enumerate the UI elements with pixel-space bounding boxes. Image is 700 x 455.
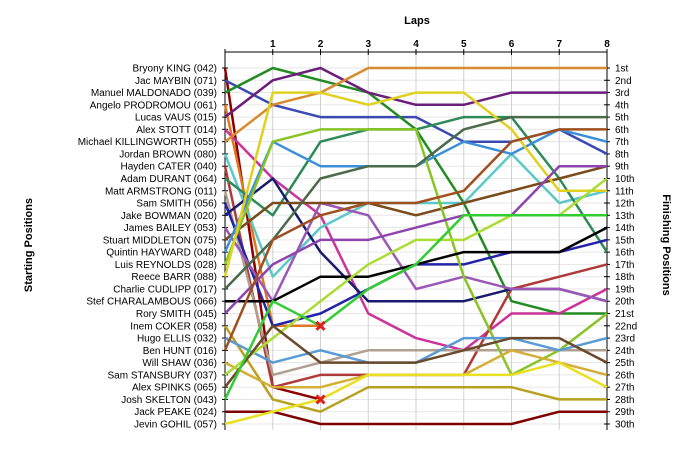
finishing-position-label: 13th [615, 211, 634, 222]
finishing-position-label: 8th [615, 149, 629, 160]
finishing-position-label: 15th [615, 235, 634, 246]
lap-label: 8 [604, 39, 610, 50]
finishing-position-label: 22nd [615, 321, 637, 332]
lap-label: 6 [509, 39, 515, 50]
finishing-position-label: 4th [615, 100, 629, 111]
driver-label: Manuel MALDONADO (039) [91, 88, 217, 99]
axis-labels: 1 2 3 4 5 6 7 8 Bryony KING (042)Jac MAYBIN (071… [78, 39, 638, 431]
driver-label: Reece BARR (088) [131, 272, 217, 283]
driver-label: Hayden CATER (040) [120, 162, 217, 173]
driver-label: Jac MAYBIN (071) [135, 76, 217, 87]
finishing-position-label: 14th [615, 223, 634, 234]
finishing-position-label: 26th [615, 370, 634, 381]
series-line [224, 361, 608, 426]
series-line [224, 115, 607, 290]
driver-label: Adam DURANT (064) [120, 174, 217, 185]
driver-label: Will SHAW (036) [142, 358, 217, 369]
finishing-position-label: 1st [615, 64, 629, 75]
finishing-position-label: 10th [615, 174, 634, 185]
series-line [223, 91, 607, 278]
finishing-position-label: 21st [615, 309, 634, 320]
series-line [224, 324, 608, 388]
lap-label: 2 [318, 39, 324, 50]
retirement-marker [315, 394, 326, 405]
series-lines [223, 66, 609, 426]
driver-label: Bryony KING (042) [133, 64, 217, 75]
driver-label: Charlie CUDLIPP (017) [113, 284, 217, 295]
driver-label: Josh SKELTON (043) [121, 395, 217, 406]
series-line [225, 410, 607, 426]
driver-label: Jake BOWMAN (020) [121, 211, 217, 222]
finishing-position-label: 24th [615, 346, 634, 357]
finishing-position-label: 7th [615, 137, 629, 148]
finishing-position-label: 25th [615, 358, 634, 369]
driver-label: Jevin GOHIL (057) [134, 420, 217, 431]
driver-label: Inem COKER (058) [130, 321, 217, 332]
finishing-position-label: 27th [615, 383, 634, 394]
series-line [223, 325, 607, 413]
finishing-position-label: 20th [615, 297, 634, 308]
finishing-position-label: 19th [615, 284, 634, 295]
driver-label: Michael KILLINGWORTH (055) [78, 137, 217, 148]
driver-label: Hugo ELLIS (032) [137, 334, 217, 345]
finishing-position-label: 3rd [615, 88, 629, 99]
driver-label: Jordan BROWN (080) [119, 149, 217, 160]
series-line [223, 128, 607, 351]
series-line [223, 190, 607, 377]
finishing-position-label: 18th [615, 272, 634, 283]
finishing-position-label: 16th [615, 248, 634, 259]
lap-label: 3 [365, 39, 371, 50]
lap-label: 5 [461, 39, 467, 50]
driver-label: Sam STANSBURY (037) [108, 370, 217, 381]
driver-label: Lucas VAUS (015) [135, 113, 217, 124]
series-line [223, 214, 607, 400]
finishing-position-label: 12th [615, 199, 634, 210]
right-axis-title: Finishing Positions [660, 194, 672, 295]
driver-label: Matt ARMSTRONG (011) [105, 186, 217, 197]
left-axis-title: Starting Positions [23, 198, 35, 292]
finishing-position-label: 2nd [615, 76, 632, 87]
finishing-position-label: 17th [615, 260, 634, 271]
driver-label: Alex SPINKS (065) [132, 383, 217, 394]
finishing-position-label: 9th [615, 162, 629, 173]
lap-label: 1 [270, 39, 276, 50]
x-axis-title: Laps [404, 15, 430, 27]
finishing-position-label: 28th [615, 395, 634, 406]
series-line [224, 66, 607, 119]
retirement-marker [315, 320, 326, 331]
driver-label: Angelo PRODROMOU (061) [90, 100, 217, 111]
series-line [223, 201, 608, 303]
driver-label: Stuart MIDDLETON (075) [103, 235, 217, 246]
driver-label: Alex STOTT (014) [136, 125, 217, 136]
finishing-position-label: 5th [615, 113, 629, 124]
finishing-position-label: 29th [615, 407, 634, 418]
driver-label: Jack PEAKE (024) [134, 407, 217, 418]
series-line [224, 164, 607, 315]
driver-label: Quintin HAYWARD (048) [106, 248, 217, 259]
driver-label: Sam SMITH (056) [136, 199, 217, 210]
lap-label: 7 [556, 39, 562, 50]
finishing-position-label: 30th [615, 420, 634, 431]
finishing-position-label: 23rd [615, 334, 635, 345]
driver-label: Rory SMITH (045) [136, 309, 217, 320]
retirement-markers [315, 320, 326, 405]
driver-label: Ben HUNT (016) [143, 346, 217, 357]
series-line [224, 66, 607, 143]
driver-label: Stef CHARALAMBOUS (066) [86, 297, 217, 308]
driver-label: Luis REYNOLDS (028) [115, 260, 217, 271]
finishing-position-label: 11th [615, 186, 634, 197]
lap-label: 4 [413, 39, 419, 50]
driver-label: James BAILEY (053) [124, 223, 217, 234]
finishing-position-label: 6th [615, 125, 629, 136]
